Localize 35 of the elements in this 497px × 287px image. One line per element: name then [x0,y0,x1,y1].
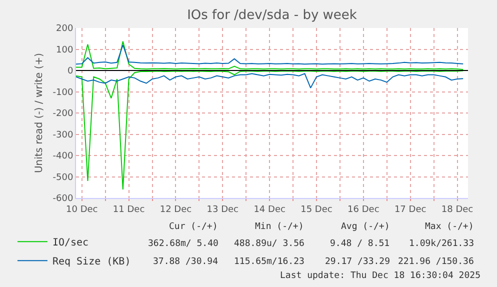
legend-label: Req Size (KB) [52,256,131,268]
text: Max (-/+) [425,222,474,232]
x-tick-label: 12 Dec [160,204,192,215]
y-tick-label: -600 [52,194,74,204]
text: 488.89u/ 3.56 [234,239,304,249]
x-tick-label: 10 Dec [66,204,98,215]
text: Min (-/+) [255,222,304,232]
x-tick-label: 16 Dec [348,204,380,215]
x-tick-label: 13 Dec [206,204,239,215]
y-axis-title: Units read (-) / write (+) [34,52,45,174]
x-tick-label: 14 Dec [254,204,286,215]
text: Cur (-/+) [169,222,218,232]
text: 1.09k/261.33 [409,239,474,249]
text: 362.68m/ 5.40 [148,239,218,249]
y-tick-label: -100 [52,88,74,98]
chart-title: IOs for /dev/sda - by week [187,8,358,24]
x-tick-label: 17 Dec [394,204,426,215]
text: Last update: Thu Dec 18 16:30:04 2025 [280,271,480,281]
y-tick-label: 100 [56,45,74,56]
x-tick-label: 18 Dec [441,204,474,215]
text: 221.96 /150.36 [398,257,474,267]
y-tick-label: -300 [52,130,74,140]
text: 9.48 / 8.51 [330,239,390,249]
text: 29.17 /33.29 [325,257,390,267]
y-tick-label: 200 [56,24,74,34]
x-tick-label: 11 Dec [112,204,145,215]
y-tick-label: -400 [52,152,74,162]
y-tick-label: -200 [52,109,74,120]
text: 37.88 /30.94 [153,257,218,267]
y-tick-label: -500 [52,172,74,183]
y-tick-label: 0 [67,66,74,77]
x-tick-label: 15 Dec [300,204,332,215]
text: Avg (-/+) [341,222,390,232]
text: 115.65m/16.23 [234,257,304,267]
legend-label: IO/sec [52,238,89,249]
